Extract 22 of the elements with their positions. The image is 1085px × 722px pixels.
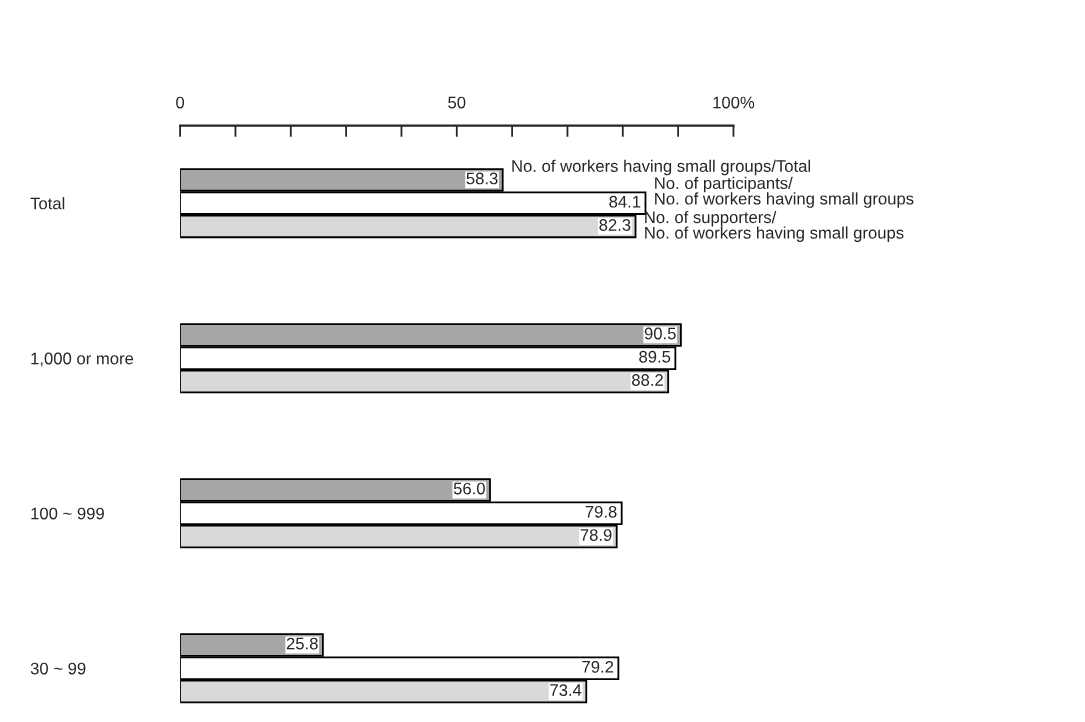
y-tick-label: 1,000 or more [31,352,134,367]
data-label: 56.0 [453,482,485,495]
data-label: 78.9 [580,529,612,541]
series-label: No. of supporters/ No. of workers having small groups [645,210,904,242]
series-label: No. of workers having small groups/Total [512,159,811,176]
data-label: 90.5 [644,327,676,340]
data-label: 79.2 [582,660,614,673]
data-label: 84.1 [609,195,641,208]
data-label: 73.4 [550,684,582,696]
series-label: No. of participants/ No. of workers having small groups [655,176,914,208]
x-tick-label: 100% [713,96,755,109]
y-tick-label: 30 ~ 99 [30,662,86,675]
y-tick-label: 100 ~ 999 [31,507,104,520]
x-tick-label: 0 [176,96,185,109]
data-label: 79.8 [585,505,617,518]
data-label: 89.5 [639,350,671,363]
data-label: 25.8 [286,637,318,650]
x-tick-label: 50 [448,96,466,109]
data-label: 58.3 [466,172,498,185]
data-label: 88.2 [632,374,663,386]
y-tick-label: Total [30,197,65,210]
data-label: 82.3 [599,219,631,231]
